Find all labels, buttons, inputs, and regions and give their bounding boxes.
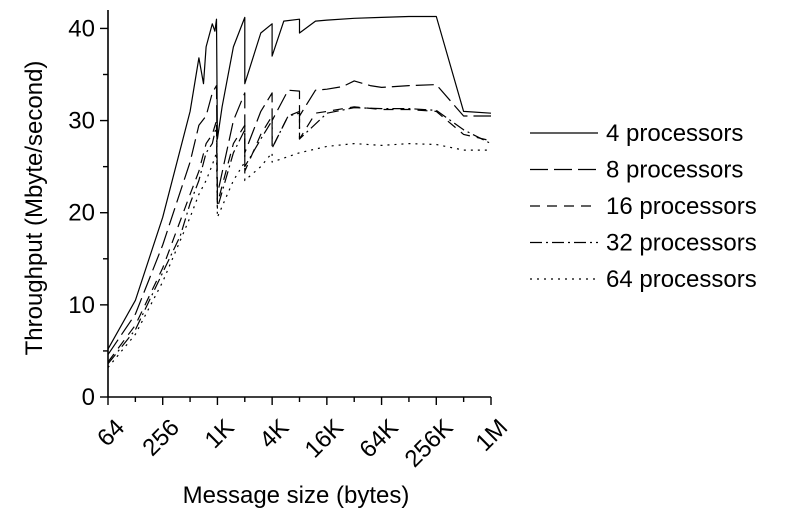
legend-label: 4 processors bbox=[606, 120, 743, 147]
y-axis-title: Throughput (Mbyte/second) bbox=[21, 61, 48, 356]
legend: 4 processors 8 processors 16 processors 32 … bbox=[530, 120, 757, 293]
series-line-3 bbox=[107, 106, 492, 363]
x-tick-label: 64K bbox=[354, 414, 403, 463]
series-line-4 bbox=[107, 107, 492, 365]
legend-label: 16 processors bbox=[606, 193, 757, 220]
series-line-2 bbox=[107, 80, 491, 355]
x-tick-label: 64 bbox=[92, 414, 130, 452]
x-tick-label: 16K bbox=[300, 414, 349, 463]
x-tick-label: 4K bbox=[254, 414, 294, 454]
legend-label: 32 processors bbox=[606, 230, 757, 257]
y-tick-label: 10 bbox=[68, 292, 95, 319]
y-tick-label: 0 bbox=[82, 384, 95, 411]
legend-label: 8 processors bbox=[606, 157, 743, 184]
y-tick-label: 30 bbox=[68, 108, 95, 135]
x-tick-label: 256K bbox=[400, 414, 459, 473]
plot-area bbox=[107, 15, 492, 368]
x-axis-title: Message size (bytes) bbox=[183, 482, 410, 509]
x-tick-label: 1K bbox=[200, 414, 240, 454]
x-tick-label: 1M bbox=[470, 414, 513, 457]
x-tick-label: 256 bbox=[137, 414, 184, 461]
legend-label: 64 processors bbox=[606, 266, 757, 293]
series-line-1 bbox=[107, 15, 492, 350]
y-tick-label: 40 bbox=[68, 15, 95, 42]
series-line-5 bbox=[107, 143, 491, 368]
y-tick-label: 20 bbox=[68, 200, 95, 227]
